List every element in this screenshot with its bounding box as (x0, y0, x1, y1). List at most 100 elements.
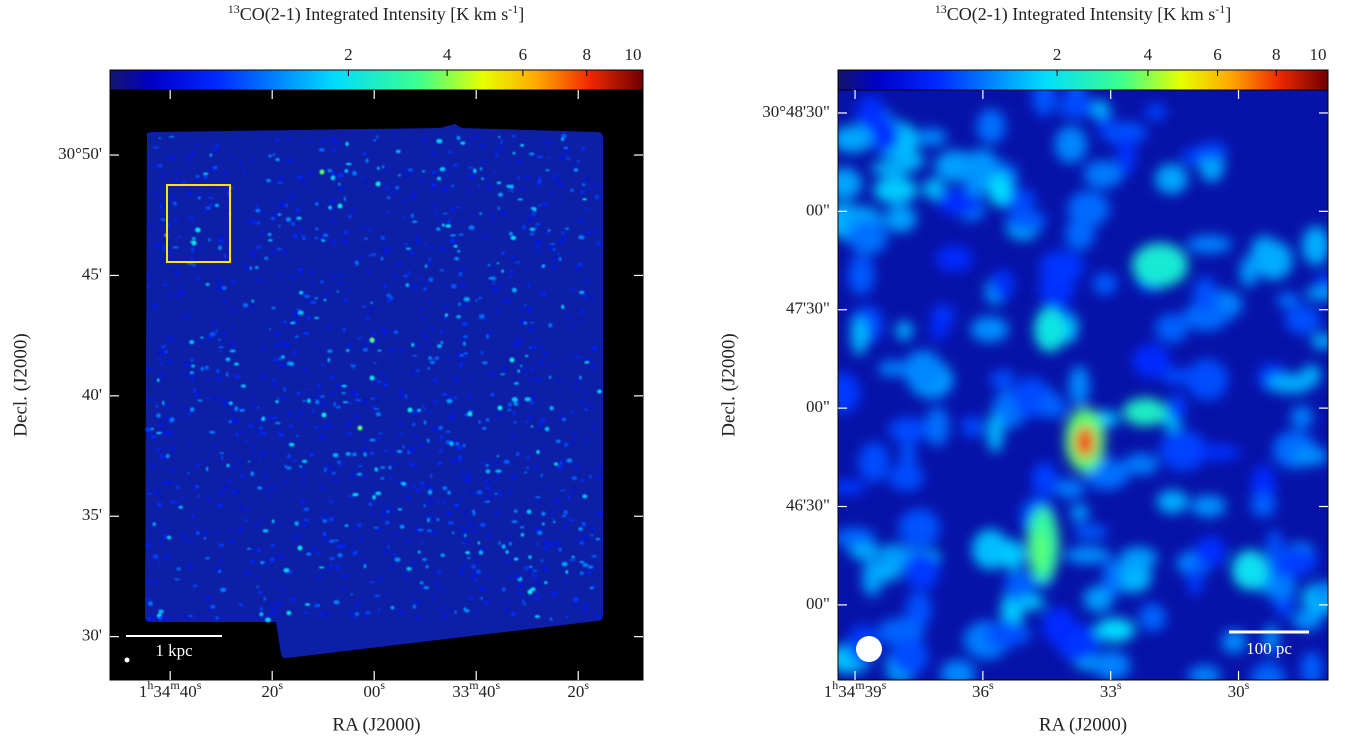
blob (565, 570, 569, 575)
blob (374, 594, 381, 598)
blob (295, 208, 300, 213)
y-tick-label: 45' (82, 264, 102, 283)
blob (156, 602, 160, 605)
blob (187, 442, 192, 444)
blob (162, 617, 169, 620)
blob (427, 366, 430, 370)
blob (535, 222, 541, 226)
blob (290, 194, 295, 199)
blob (326, 463, 331, 467)
blob (501, 250, 505, 255)
blob (344, 169, 348, 173)
blob (567, 517, 572, 521)
blob (496, 309, 500, 313)
blob (411, 561, 417, 566)
blob (320, 363, 325, 366)
blob (561, 460, 567, 465)
blob (487, 533, 492, 538)
blob (584, 279, 589, 284)
blob (219, 235, 223, 239)
blob (145, 427, 152, 432)
blob (218, 611, 221, 614)
blob (270, 251, 276, 254)
blob (270, 606, 276, 610)
blob (507, 276, 513, 278)
blob (530, 425, 534, 428)
blob (422, 558, 427, 561)
blob (339, 461, 343, 467)
blob (504, 559, 511, 562)
blob (421, 170, 426, 173)
blob (286, 466, 292, 470)
blob (582, 563, 589, 568)
blob (990, 369, 1016, 390)
blob (1156, 490, 1189, 514)
blob (284, 464, 287, 469)
blob (449, 238, 456, 244)
blob (516, 159, 522, 164)
blob (518, 583, 524, 588)
blob (504, 608, 509, 613)
blob (315, 227, 319, 231)
blob (356, 337, 362, 340)
blob (510, 612, 516, 617)
blob (442, 305, 449, 309)
blob (221, 485, 228, 490)
blob (523, 603, 527, 606)
blob (298, 272, 303, 276)
blob (1032, 90, 1057, 117)
blob (389, 476, 393, 481)
blob (168, 155, 174, 161)
bright-blob (297, 545, 303, 551)
blob (1290, 405, 1314, 429)
blob (173, 391, 176, 394)
blob (430, 474, 433, 479)
blob (313, 603, 318, 608)
blob (905, 591, 932, 629)
blob (261, 450, 266, 454)
blob (571, 476, 578, 481)
blob (493, 511, 500, 514)
blob (452, 231, 455, 236)
blob (535, 338, 538, 341)
blob (272, 378, 276, 382)
blob (427, 257, 432, 262)
blob (467, 476, 472, 480)
blob (457, 249, 461, 253)
blob (207, 238, 212, 242)
blob (525, 420, 529, 424)
blob (199, 339, 202, 345)
blob (348, 495, 352, 498)
blob (456, 135, 461, 141)
blob (415, 369, 421, 373)
blob (152, 581, 159, 585)
blob (436, 138, 443, 144)
blob (494, 492, 498, 495)
blob (582, 535, 588, 541)
blob (337, 553, 343, 558)
blob (362, 151, 367, 156)
blob (163, 200, 166, 203)
blob (477, 236, 483, 238)
blob (389, 563, 393, 568)
blob (377, 608, 380, 613)
blob (172, 179, 178, 183)
blob (333, 539, 339, 542)
blob (250, 158, 256, 161)
blob (327, 169, 332, 173)
blob (465, 472, 471, 476)
blob (313, 316, 320, 320)
blob (466, 393, 473, 398)
blob (1067, 190, 1110, 227)
blob (151, 434, 157, 439)
blob (255, 204, 259, 207)
blob (558, 240, 564, 244)
blob (157, 378, 160, 383)
blob (157, 357, 163, 361)
blob (506, 536, 510, 539)
blob (1037, 396, 1068, 419)
blob (581, 233, 584, 237)
y-tick-label: 00" (806, 397, 830, 416)
blob (205, 283, 210, 286)
blob (551, 517, 555, 520)
